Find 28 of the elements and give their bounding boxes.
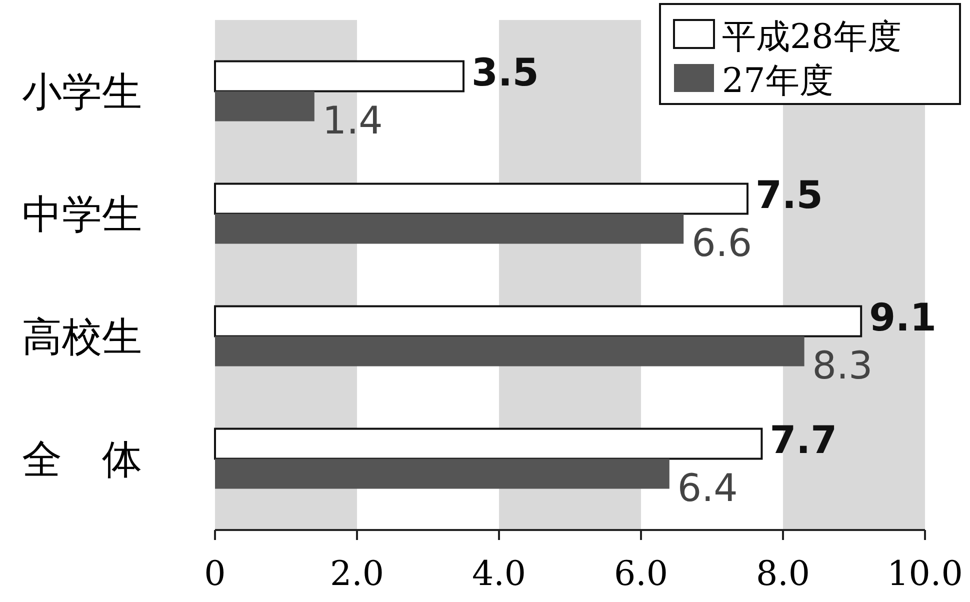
bar xyxy=(215,336,804,366)
bar xyxy=(214,182,748,215)
data-label: 3.5 xyxy=(472,50,539,94)
bar xyxy=(214,60,464,92)
x-tick-label: 6.0 xyxy=(614,554,668,594)
bar xyxy=(214,305,862,338)
x-tick-label: 8.0 xyxy=(756,554,810,594)
legend-label: 平成28年度 xyxy=(722,17,902,57)
data-label: 7.5 xyxy=(756,172,823,217)
data-label: 9.1 xyxy=(869,295,936,340)
bar xyxy=(215,214,684,244)
data-label: 7.7 xyxy=(770,418,838,462)
y-tick-label: 全 体 xyxy=(22,436,142,483)
bar xyxy=(215,458,670,489)
y-tick-label: 高校生 xyxy=(22,314,142,360)
data-label: 1.4 xyxy=(322,98,383,142)
data-label: 8.3 xyxy=(812,343,873,388)
y-tick-label: 中学生 xyxy=(22,192,142,238)
bar xyxy=(214,428,763,460)
data-label: 6.6 xyxy=(692,220,752,265)
x-tick-label: 10.0 xyxy=(887,554,963,594)
x-tick-label: 0 xyxy=(204,554,226,594)
legend-label: 27年度 xyxy=(722,61,834,101)
x-tick-label: 4.0 xyxy=(472,554,526,594)
y-tick-label: 小学生 xyxy=(22,69,142,116)
x-tick-label: 2.0 xyxy=(330,554,384,594)
bar xyxy=(215,91,314,122)
data-label: 6.4 xyxy=(677,466,738,510)
